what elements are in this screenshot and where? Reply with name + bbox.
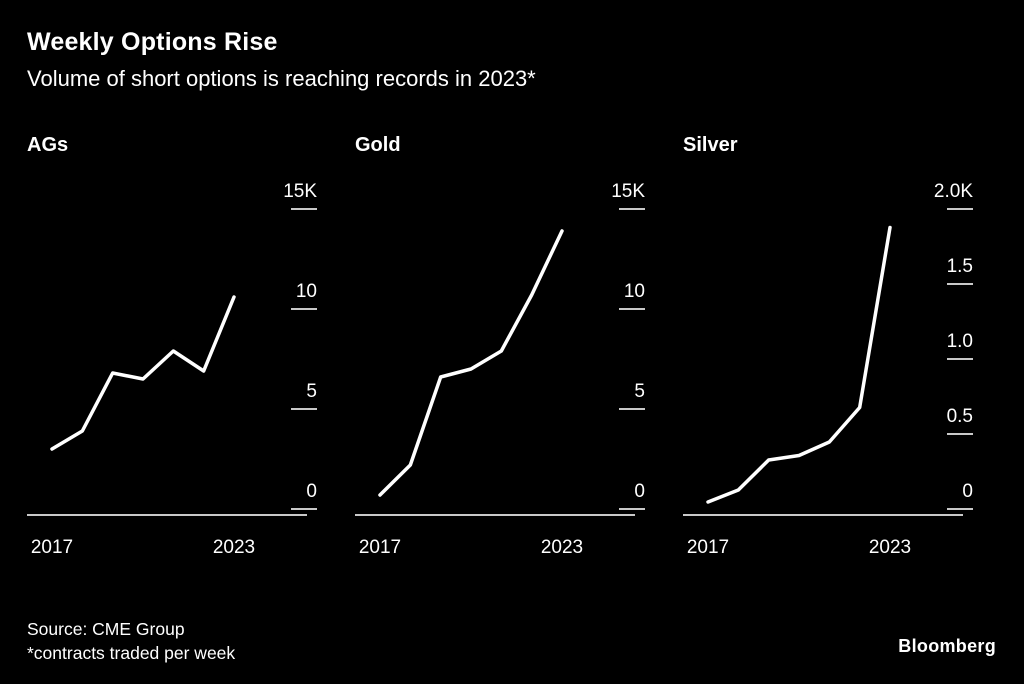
y-tick-label: 15K (283, 181, 317, 202)
y-tick-label: 1.5 (947, 256, 973, 277)
x-tick-label: 2017 (31, 537, 73, 558)
data-line (706, 225, 892, 504)
line-chart-ags: 15K 10 5 0 2017 2023 (27, 181, 317, 558)
data-line (378, 229, 564, 497)
chart-header: Weekly Options Rise Volume of short opti… (27, 28, 536, 92)
page-subtitle: Volume of short options is reaching reco… (27, 65, 536, 91)
x-tick-label: 2023 (213, 537, 255, 558)
y-tick-label: 10 (624, 281, 645, 302)
y-tick-label: 10 (296, 281, 317, 302)
source-note: Source: CME Group (27, 619, 185, 639)
chart-panel-ags: AGs 15K 10 5 0 2017 2023 (27, 134, 339, 570)
chart-title-gold: Gold (355, 134, 401, 156)
y-tick-label: 5 (634, 381, 645, 402)
line-chart-silver: 2.0K 1.5 1.0 0.5 0 2017 2023 (683, 181, 973, 558)
y-tick-label: 15K (611, 181, 645, 202)
y-tick-label: 0 (634, 481, 645, 502)
y-tick-label: 0.5 (947, 406, 973, 427)
page-title: Weekly Options Rise (27, 28, 278, 56)
data-line (50, 295, 236, 451)
y-tick-label: 5 (306, 381, 317, 402)
chart-title-silver: Silver (683, 134, 738, 156)
footnote: *contracts traded per week (27, 643, 236, 663)
y-tick-label: 0 (962, 481, 973, 502)
chart-footer: Source: CME Group *contracts traded per … (27, 617, 235, 665)
bloomberg-logo: Bloomberg (898, 636, 996, 656)
chart-title-ags: AGs (27, 134, 69, 156)
x-tick-label: 2017 (687, 537, 729, 558)
chart-panel-gold: Gold 15K 10 5 0 2017 2023 (355, 134, 667, 570)
x-tick-label: 2017 (359, 537, 401, 558)
y-tick-label: 1.0 (947, 331, 973, 352)
x-tick-label: 2023 (541, 537, 583, 558)
chart-panel-silver: Silver 2.0K 1.5 1.0 0.5 0 2017 2023 (683, 134, 995, 570)
x-tick-label: 2023 (869, 537, 911, 558)
y-tick-label: 0 (306, 481, 317, 502)
y-tick-label: 2.0K (934, 181, 973, 202)
line-chart-gold: 15K 10 5 0 2017 2023 (355, 181, 645, 558)
